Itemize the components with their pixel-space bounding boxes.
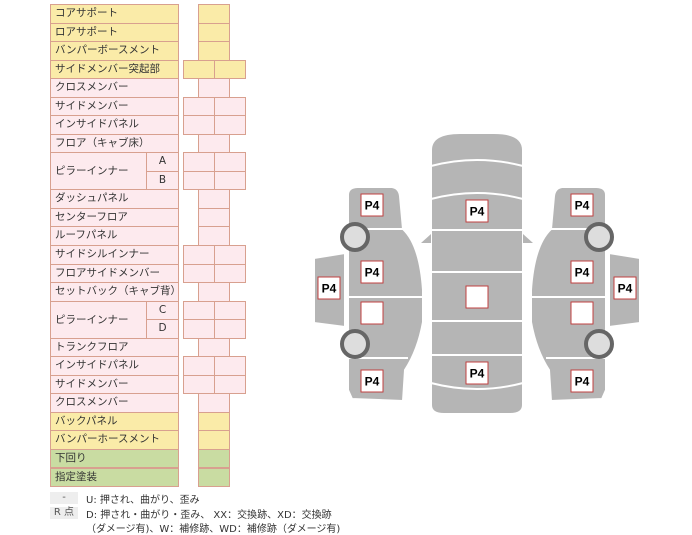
row-label: サイドメンバー <box>50 96 179 117</box>
panel-mark-label: P4 <box>365 375 380 389</box>
evaluation-cell[interactable] <box>214 59 246 80</box>
evaluation-cell[interactable] <box>183 152 215 172</box>
evaluation-cell[interactable] <box>198 189 230 209</box>
evaluation-cell[interactable] <box>198 467 230 487</box>
panel-mark[interactable] <box>360 301 384 325</box>
row-label: サイドシルインナー <box>50 245 179 265</box>
legend-key-r: R 点 <box>50 507 78 519</box>
row-sub-label: A <box>146 152 179 172</box>
evaluation-cell[interactable] <box>183 245 215 265</box>
panel-mark[interactable]: P4 <box>613 276 637 300</box>
panel-mark-label: P4 <box>365 199 380 213</box>
row-label: ロアサポート <box>50 22 179 43</box>
panel-mark[interactable]: P4 <box>570 260 594 284</box>
evaluation-cell[interactable] <box>198 41 230 61</box>
evaluation-cell[interactable] <box>214 96 246 117</box>
row-label: ダッシュパネル <box>50 189 179 209</box>
evaluation-cell[interactable] <box>183 263 215 284</box>
panel-mark[interactable]: P4 <box>360 193 384 217</box>
evaluation-cell[interactable] <box>183 356 215 376</box>
evaluation-cell[interactable] <box>198 393 230 413</box>
panel-mark[interactable]: P4 <box>570 193 594 217</box>
evaluation-cell[interactable] <box>198 207 230 228</box>
panel-mark[interactable]: P4 <box>570 369 594 393</box>
evaluation-cell[interactable] <box>214 300 246 321</box>
row-label: インサイドパネル <box>50 115 179 135</box>
row-label: ピラーインナー <box>50 300 147 339</box>
panel-mark[interactable] <box>570 301 594 325</box>
row-label: クロスメンバー <box>50 78 179 98</box>
row-label: フロアサイドメンバー <box>50 263 179 284</box>
row-label: クロスメンバー <box>50 393 179 413</box>
row-label: コアサポート <box>50 4 179 24</box>
evaluation-cell[interactable] <box>198 133 230 154</box>
row-sub-label: D <box>146 319 179 339</box>
row-label: トランクフロア <box>50 337 179 358</box>
evaluation-cell[interactable] <box>183 59 215 80</box>
panel-mark[interactable]: P4 <box>360 369 384 393</box>
evaluation-cell[interactable] <box>214 170 246 191</box>
row-sub-label: B <box>146 170 179 191</box>
row-label: インサイドパネル <box>50 356 179 376</box>
row-label: バックパネル <box>50 411 179 432</box>
panel-mark[interactable]: P4 <box>465 199 489 223</box>
row-label: サイドメンバー <box>50 374 179 395</box>
panel-mark-label: P4 <box>575 199 590 213</box>
row-label: バンパーボースメント <box>50 41 179 61</box>
car-left-view <box>313 186 424 403</box>
evaluation-cell[interactable] <box>183 96 215 117</box>
evaluation-cell[interactable] <box>198 282 230 302</box>
row-label: フロア（キャブ床） <box>50 133 179 154</box>
panel-mark-label: P4 <box>575 375 590 389</box>
legend-key-dash: - <box>50 492 78 504</box>
car-right-view <box>530 186 641 403</box>
evaluation-cell[interactable] <box>198 226 230 246</box>
evaluation-cell[interactable] <box>198 430 230 450</box>
evaluation-cell[interactable] <box>198 448 230 469</box>
row-label: ピラーインナー <box>50 152 147 191</box>
evaluation-cell[interactable] <box>214 374 246 395</box>
row-label: 下回り <box>50 448 179 469</box>
panel-mark-label: P4 <box>470 205 485 219</box>
car-top-view <box>421 132 533 415</box>
panel-mark-label: P4 <box>618 282 633 296</box>
evaluation-cell[interactable] <box>214 356 246 376</box>
panel-mark-label: P4 <box>575 266 590 280</box>
panel-mark[interactable]: P4 <box>360 260 384 284</box>
evaluation-cell[interactable] <box>198 78 230 98</box>
panel-mark-label: P4 <box>365 266 380 280</box>
evaluation-cell[interactable] <box>214 152 246 172</box>
panel-mark[interactable]: P4 <box>465 361 489 385</box>
panel-mark[interactable]: P4 <box>317 276 341 300</box>
evaluation-cell[interactable] <box>198 411 230 432</box>
row-sub-label: C <box>146 300 179 321</box>
evaluation-cell[interactable] <box>214 263 246 284</box>
evaluation-cell[interactable] <box>214 319 246 339</box>
panel-mark[interactable] <box>465 285 489 309</box>
evaluation-cell[interactable] <box>198 4 230 24</box>
evaluation-cell[interactable] <box>214 115 246 135</box>
row-label: センターフロア <box>50 207 179 228</box>
row-label: 指定塗装 <box>50 467 179 488</box>
panel-mark-label: P4 <box>470 367 485 381</box>
row-label: バンパーホースメント <box>50 430 179 450</box>
evaluation-cell[interactable] <box>198 337 230 358</box>
legend-text-u: U: 押され、曲がり、歪み <box>86 495 200 506</box>
row-label: セットバック（キャブ背） <box>50 282 181 302</box>
legend-text-d: D: 押され・曲がり・歪み、 XX：交換跡、XD：交換跡 <box>86 510 332 521</box>
evaluation-cell[interactable] <box>198 22 230 43</box>
evaluation-cell[interactable] <box>214 245 246 265</box>
legend-text-w: （ダメージ有)、W：補修跡、WD：補修跡（ダメージ有) <box>86 524 341 535</box>
row-label: ルーフパネル <box>50 226 179 246</box>
row-label: サイドメンバー突起部 <box>50 59 179 80</box>
evaluation-cell[interactable] <box>183 300 215 321</box>
evaluation-cell[interactable] <box>183 115 215 135</box>
evaluation-cell[interactable] <box>183 319 215 339</box>
evaluation-cell[interactable] <box>183 374 215 395</box>
panel-mark-label: P4 <box>322 282 337 296</box>
evaluation-cell[interactable] <box>183 170 215 191</box>
